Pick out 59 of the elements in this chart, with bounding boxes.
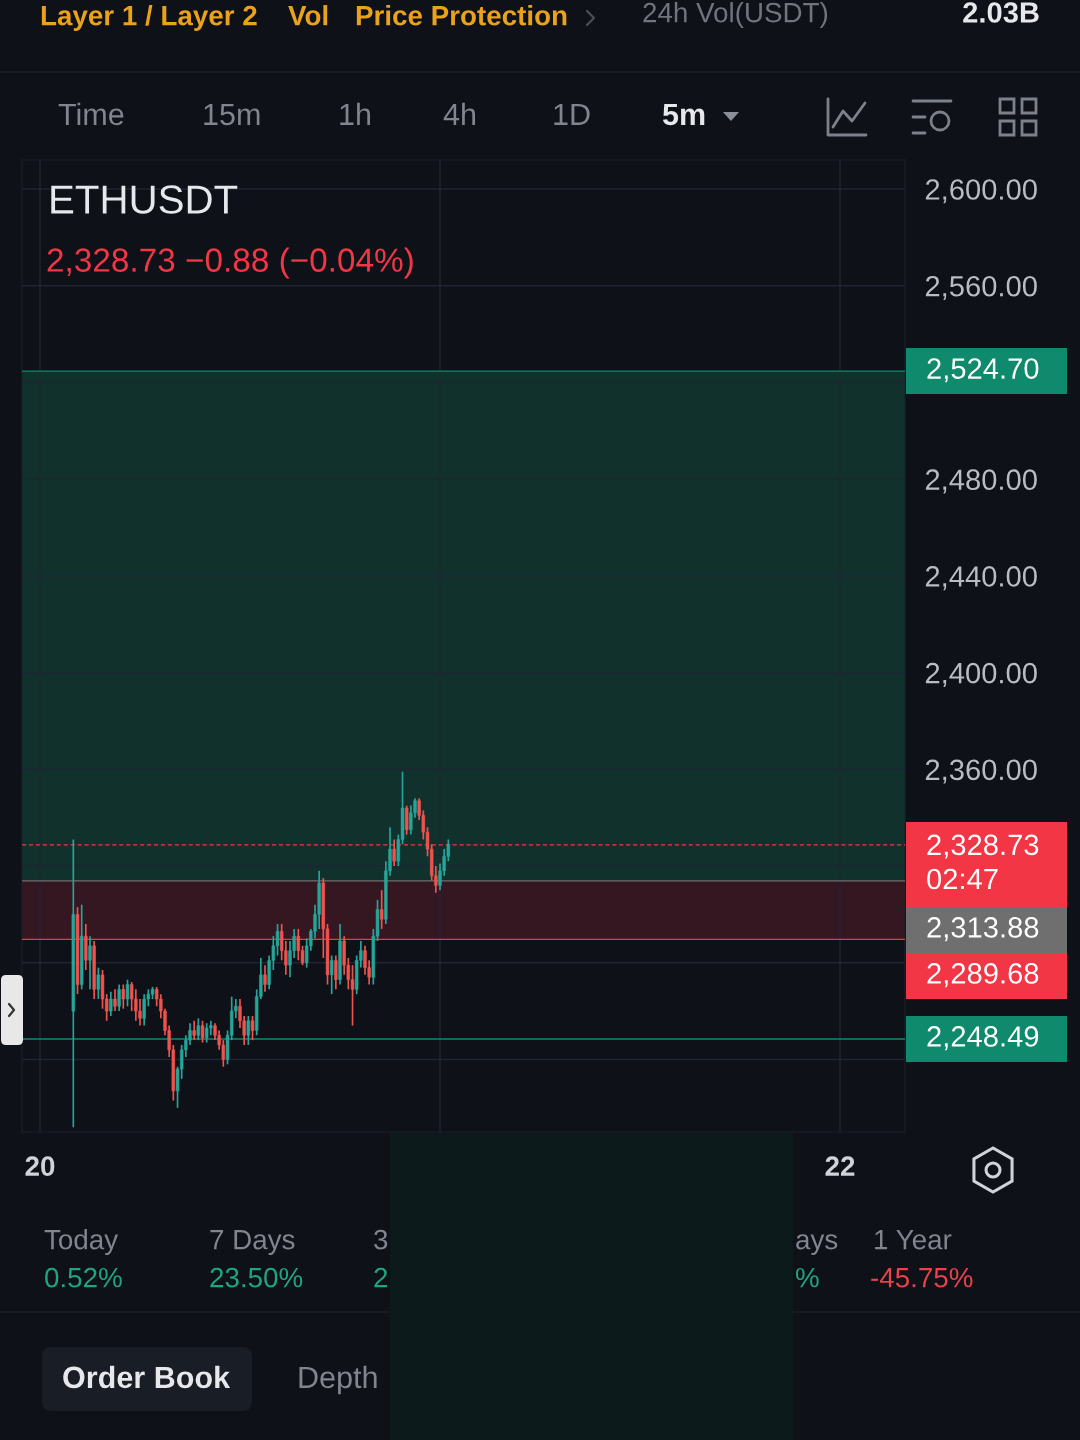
candlestick [392, 838, 396, 867]
text: 1D [554, 103, 590, 125]
text: 2.03B [963, 2, 1039, 23]
candlestick [125, 978, 130, 1008]
candlestick [379, 889, 384, 930]
ref-line-label: 2,328.73 02:47 [927, 834, 1039, 890]
x-tick-label: 20 [25, 1156, 55, 1177]
text: ays [796, 1234, 838, 1255]
text: Time [58, 102, 124, 126]
candlestick [204, 1022, 209, 1044]
text: Depth [299, 1365, 377, 1395]
candlestick [246, 1015, 251, 1046]
candlestick [196, 1017, 201, 1041]
text: Layer 1 / Layer 2 [41, 5, 257, 31]
candlestick [296, 928, 301, 962]
text: 7 Days [210, 1230, 295, 1255]
y-tick-label: 2,440.00 [925, 566, 1037, 591]
candlestick [88, 935, 92, 991]
ref-line-label: 2,248.49 [927, 1026, 1039, 1051]
text: % [795, 1267, 819, 1288]
ref-line-label: 2,313.88 [927, 917, 1039, 942]
text: 4h [443, 102, 475, 125]
text: Vol [288, 5, 328, 26]
candlestick [263, 964, 267, 993]
y-tick-label: 2,360.00 [925, 759, 1037, 784]
chart-title: ETHUSDT [51, 185, 238, 214]
candlestick [250, 1015, 255, 1041]
ref-line-label: 2,524.70 [927, 358, 1039, 383]
y-tick-label: 2,560.00 [925, 275, 1037, 301]
ref-line-label: 2,289.68 [927, 963, 1039, 988]
text: 3 [374, 1229, 388, 1250]
y-tick-label: 2,400.00 [925, 662, 1037, 687]
text: 0.52% [45, 1267, 122, 1288]
y-tick-label: 2,480.00 [925, 469, 1037, 494]
text: -45.75% [871, 1267, 973, 1288]
text: 5m [662, 103, 705, 126]
text: 23.50% [210, 1267, 303, 1288]
y-tick-label: 2,600.00 [925, 179, 1037, 204]
text: 24h Vol(USDT) [643, 2, 828, 28]
candlestick [117, 983, 121, 1012]
candlestick [192, 1019, 196, 1041]
candlestick [96, 966, 101, 1000]
text: 2,328.73 −0.88 (−0.04%) [47, 247, 413, 279]
candlestick [121, 983, 126, 1010]
candlestick [113, 988, 117, 1012]
candlestick [142, 993, 146, 1027]
text: 2 [374, 1267, 388, 1288]
text: 15m [204, 103, 260, 126]
text: Price Protection [356, 5, 567, 26]
text: Today [44, 1229, 119, 1255]
candlestick [404, 804, 409, 836]
x-tick-label: 22 [825, 1156, 855, 1176]
candlestick [109, 990, 113, 1017]
text: 1h [340, 102, 370, 125]
candlestick [329, 954, 334, 996]
text: Order Book [63, 1365, 231, 1389]
text: 1 Year [875, 1230, 952, 1250]
candlestick [200, 1019, 205, 1044]
candlestick [334, 954, 338, 991]
